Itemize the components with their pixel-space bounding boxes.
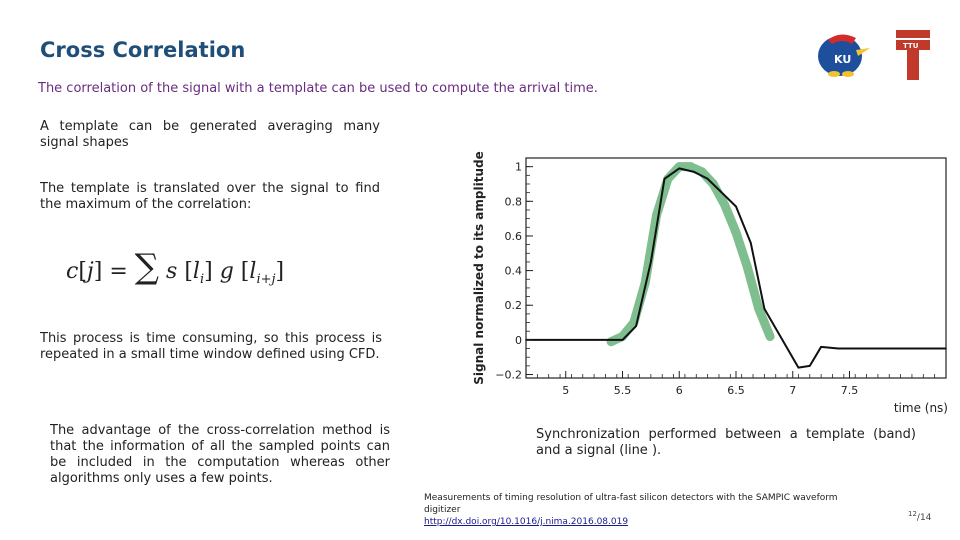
signal-point: [820, 346, 822, 348]
page-number: 12/14: [908, 510, 931, 523]
y-tick-label: −0.2: [495, 369, 522, 382]
x-tick-label: 5.5: [614, 384, 632, 397]
template-band-group: [606, 162, 775, 347]
template-band-point: [742, 262, 752, 272]
x-tick-label: 6: [676, 384, 683, 397]
template-band-point: [754, 304, 764, 314]
text-synchronization: Synchronization performed between a temp…: [536, 427, 916, 458]
signal-point: [635, 325, 637, 327]
page-current: 12: [908, 510, 917, 518]
template-band-point: [686, 162, 696, 172]
signal-point: [905, 347, 908, 350]
reference-link[interactable]: http://dx.doi.org/10.1016/j.nima.2016.08…: [424, 517, 629, 527]
y-tick-label: 0.2: [505, 299, 523, 312]
signal-point: [945, 347, 947, 350]
signal-point: [621, 339, 624, 341]
y-tick-label: 0.4: [505, 265, 523, 278]
ku-logo-text: KU: [834, 53, 851, 66]
signal-point: [860, 347, 862, 350]
template-band-point: [720, 200, 730, 210]
slide-subtitle: The correlation of the signal with a tem…: [38, 81, 598, 96]
plot-frame: [525, 157, 947, 379]
template-band: [606, 162, 775, 347]
signal-point: [797, 366, 800, 369]
template-band-point: [731, 227, 741, 237]
template-band-point: [606, 337, 616, 347]
jayhawk-logo: KU: [818, 34, 870, 77]
y-axis-ticks: −0.2 0 0.2 0.4 0.6 0.8 1: [495, 161, 533, 382]
signal-point: [808, 365, 811, 367]
signal-point: [663, 177, 666, 180]
page-total: /14: [916, 513, 932, 523]
y-tick-label: 1: [515, 161, 522, 174]
signal-point: [763, 307, 766, 310]
text-template-translation: The template is translated over the sign…: [40, 181, 380, 212]
x-axis-label: time (ns): [894, 401, 948, 415]
signal-point: [693, 171, 695, 173]
signal-point: [749, 242, 752, 244]
svg-text:c[j] = ∑ s [li] g [li+j]: c[j] = ∑ s [li] g [li+j]: [66, 248, 284, 287]
text-advantage: The advantage of the cross-correlation m…: [50, 423, 390, 486]
template-band-point: [663, 174, 673, 184]
signal-point: [678, 167, 681, 170]
reference: Measurements of timing resolution of ult…: [424, 492, 864, 528]
x-tick-label: 7.5: [841, 384, 859, 397]
y-tick-label: 0.8: [505, 195, 523, 208]
ttu-logo-text: TTU: [903, 42, 919, 50]
y-axis-label: Signal normalized to its amplitude: [472, 151, 486, 384]
signal-point: [570, 339, 573, 341]
x-tick-label: 7: [789, 384, 796, 397]
signal-point: [837, 347, 839, 350]
y-tick-label: 0: [515, 334, 522, 347]
x-tick-label: 5: [562, 384, 569, 397]
correlation-formula: c[j] = ∑ s [li] g [li+j]: [66, 248, 284, 287]
logos: KU TTU: [818, 30, 930, 80]
x-axis-ticks: 5 5.5 6 6.5 7 7.5: [536, 371, 936, 397]
signal-point: [650, 261, 652, 263]
ttu-logo: TTU: [896, 30, 930, 80]
signal-line-group: [525, 167, 947, 369]
timing-chart: 5 5.5 6 6.5 7 7.5 −0.2 0 0.2 0.4 0.6 0.8 1 time (ns…: [472, 151, 948, 415]
signal-point: [735, 205, 737, 208]
text-template-generation: A template can be generated averaging ma…: [40, 119, 380, 150]
slide-title: Cross Correlation: [40, 38, 246, 62]
signal-point: [706, 177, 709, 180]
y-tick-label: 0.6: [505, 230, 523, 243]
x-tick-label: 6.5: [727, 384, 745, 397]
reference-text: Measurements of timing resolution of ult…: [424, 493, 838, 515]
text-cfd-window: This process is time consuming, so this …: [40, 331, 382, 362]
signal-line: [526, 167, 946, 369]
template-band-point: [765, 331, 775, 341]
